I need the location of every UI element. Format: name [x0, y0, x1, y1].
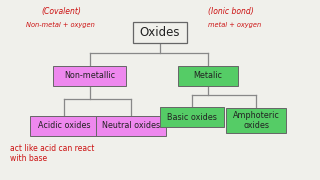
Text: (Ionic bond): (Ionic bond)	[208, 7, 254, 16]
Text: Neutral oxides: Neutral oxides	[102, 122, 160, 130]
Text: Oxides: Oxides	[140, 26, 180, 39]
Text: (Covalent): (Covalent)	[42, 7, 82, 16]
Text: Basic oxides: Basic oxides	[167, 112, 217, 122]
FancyBboxPatch shape	[133, 22, 187, 43]
Text: act like acid can react
with base: act like acid can react with base	[10, 144, 94, 163]
Text: Non-metallic: Non-metallic	[64, 71, 115, 80]
FancyBboxPatch shape	[96, 116, 166, 136]
Text: Non-metal + oxygen: Non-metal + oxygen	[26, 22, 94, 28]
Text: metal + oxygen: metal + oxygen	[208, 22, 261, 28]
Text: Acidic oxides: Acidic oxides	[38, 122, 90, 130]
Text: Amphoteric
oxides: Amphoteric oxides	[233, 111, 279, 130]
Text: Metalic: Metalic	[194, 71, 222, 80]
FancyBboxPatch shape	[160, 107, 224, 127]
FancyBboxPatch shape	[53, 66, 126, 86]
FancyBboxPatch shape	[178, 66, 238, 86]
FancyBboxPatch shape	[226, 108, 286, 133]
FancyBboxPatch shape	[30, 116, 98, 136]
